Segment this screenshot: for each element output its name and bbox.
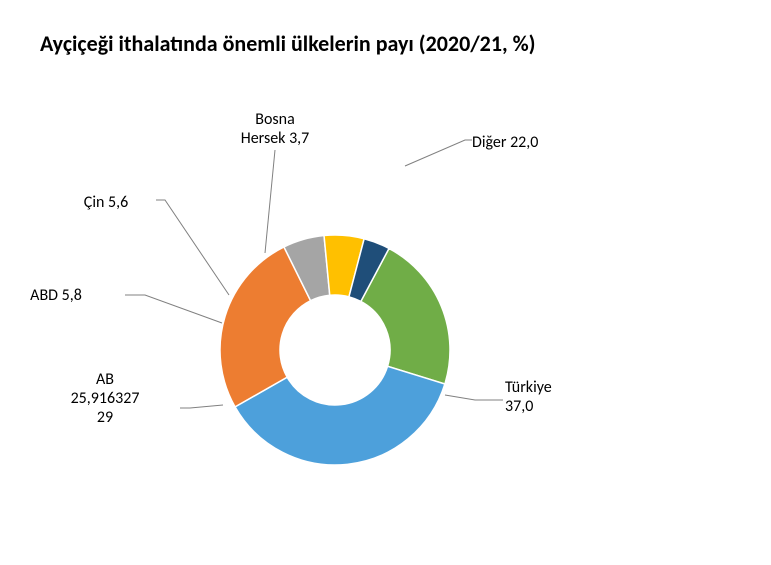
leader-line <box>180 405 223 408</box>
slice-label-türkiye: Türkiye37,0 <box>505 378 552 416</box>
slice-label-diğer: Diğer 22,0 <box>472 133 538 152</box>
leader-line <box>405 140 472 166</box>
donut-chart: Diğer 22,0 Türkiye37,0 AB25,91632729 ABD 5,… <box>0 100 771 500</box>
leader-line <box>156 200 229 295</box>
slice-label-ab: AB25,91632729 <box>71 370 140 428</box>
chart-title: Ayçiçeği ithalatında önemli ülkelerin pa… <box>40 30 536 57</box>
slice-label-çin: Çin 5,6 <box>84 193 128 212</box>
leader-line <box>445 395 503 400</box>
leader-line <box>265 150 275 253</box>
slice-label-abd: ABD 5,8 <box>30 286 82 305</box>
slice-label-bosna-hersek: BosnaHersek 3,7 <box>241 110 310 148</box>
leader-line <box>125 295 222 323</box>
